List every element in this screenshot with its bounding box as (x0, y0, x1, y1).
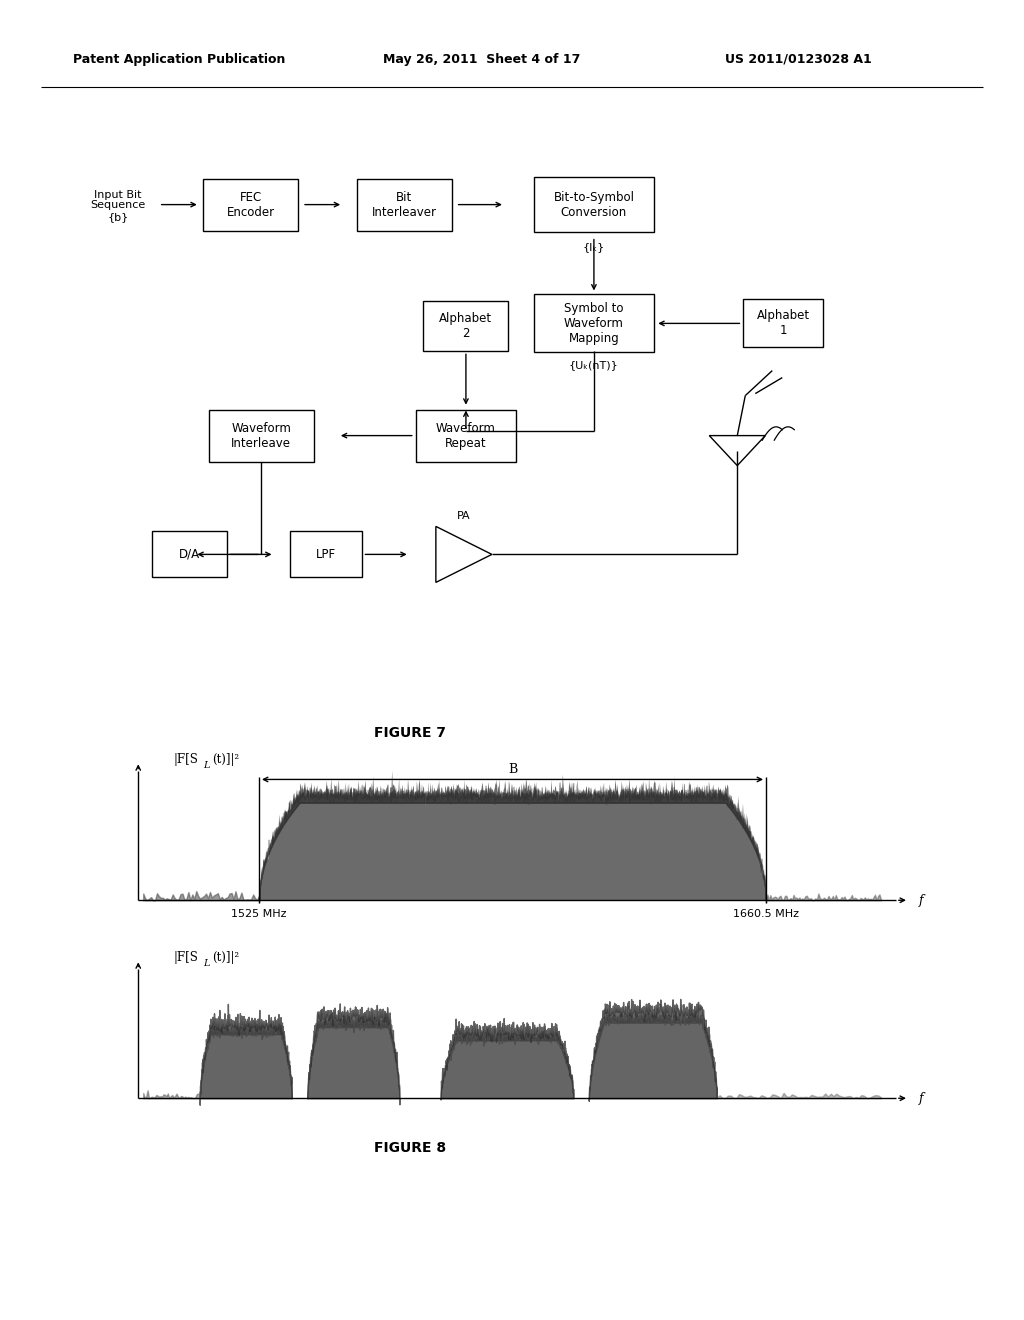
Text: Waveform
Interleave: Waveform Interleave (231, 421, 291, 450)
Text: LPF: LPF (315, 548, 336, 561)
Text: Symbol to
Waveform
Mapping: Symbol to Waveform Mapping (564, 302, 624, 345)
Text: Input Bit: Input Bit (94, 190, 141, 199)
Text: L: L (203, 958, 210, 968)
Text: Sequence: Sequence (90, 199, 145, 210)
FancyBboxPatch shape (204, 178, 298, 231)
Text: 1660.5 MHz: 1660.5 MHz (733, 909, 799, 919)
Text: f: f (919, 1092, 924, 1105)
FancyBboxPatch shape (534, 294, 654, 352)
Text: {Iₖ}: {Iₖ} (583, 242, 605, 252)
Text: FIGURE 7: FIGURE 7 (374, 726, 445, 739)
Text: Alphabet
2: Alphabet 2 (439, 313, 493, 341)
Text: D/A: D/A (179, 548, 200, 561)
Text: FEC
Encoder: FEC Encoder (227, 190, 274, 219)
Text: {Uₖ(nT)}: {Uₖ(nT)} (569, 360, 618, 371)
Text: f: f (919, 894, 924, 907)
FancyBboxPatch shape (209, 409, 313, 462)
Text: {b}: {b} (108, 211, 128, 222)
Text: Bit
Interleaver: Bit Interleaver (372, 190, 437, 219)
FancyBboxPatch shape (416, 409, 516, 462)
Text: Bit-to-Symbol
Conversion: Bit-to-Symbol Conversion (553, 190, 635, 219)
FancyBboxPatch shape (357, 178, 452, 231)
Text: Patent Application Publication: Patent Application Publication (73, 53, 286, 66)
Text: Alphabet
1: Alphabet 1 (757, 309, 810, 338)
Text: (t)]|²: (t)]|² (212, 752, 240, 766)
Text: US 2011/0123028 A1: US 2011/0123028 A1 (725, 53, 872, 66)
Text: L: L (203, 760, 210, 770)
Text: Waveform
Repeat: Waveform Repeat (436, 421, 496, 450)
Text: May 26, 2011  Sheet 4 of 17: May 26, 2011 Sheet 4 of 17 (383, 53, 580, 66)
FancyBboxPatch shape (743, 300, 823, 347)
FancyBboxPatch shape (534, 177, 654, 232)
Text: B: B (508, 763, 517, 776)
Text: 1525 MHz: 1525 MHz (231, 909, 287, 919)
Text: FIGURE 8: FIGURE 8 (374, 1142, 445, 1155)
Text: PA: PA (457, 511, 471, 521)
Text: |F[S: |F[S (173, 752, 198, 766)
FancyBboxPatch shape (152, 532, 227, 577)
Text: |F[S: |F[S (173, 950, 198, 964)
FancyBboxPatch shape (290, 532, 361, 577)
Text: (t)]|²: (t)]|² (212, 950, 240, 964)
FancyBboxPatch shape (423, 301, 509, 351)
